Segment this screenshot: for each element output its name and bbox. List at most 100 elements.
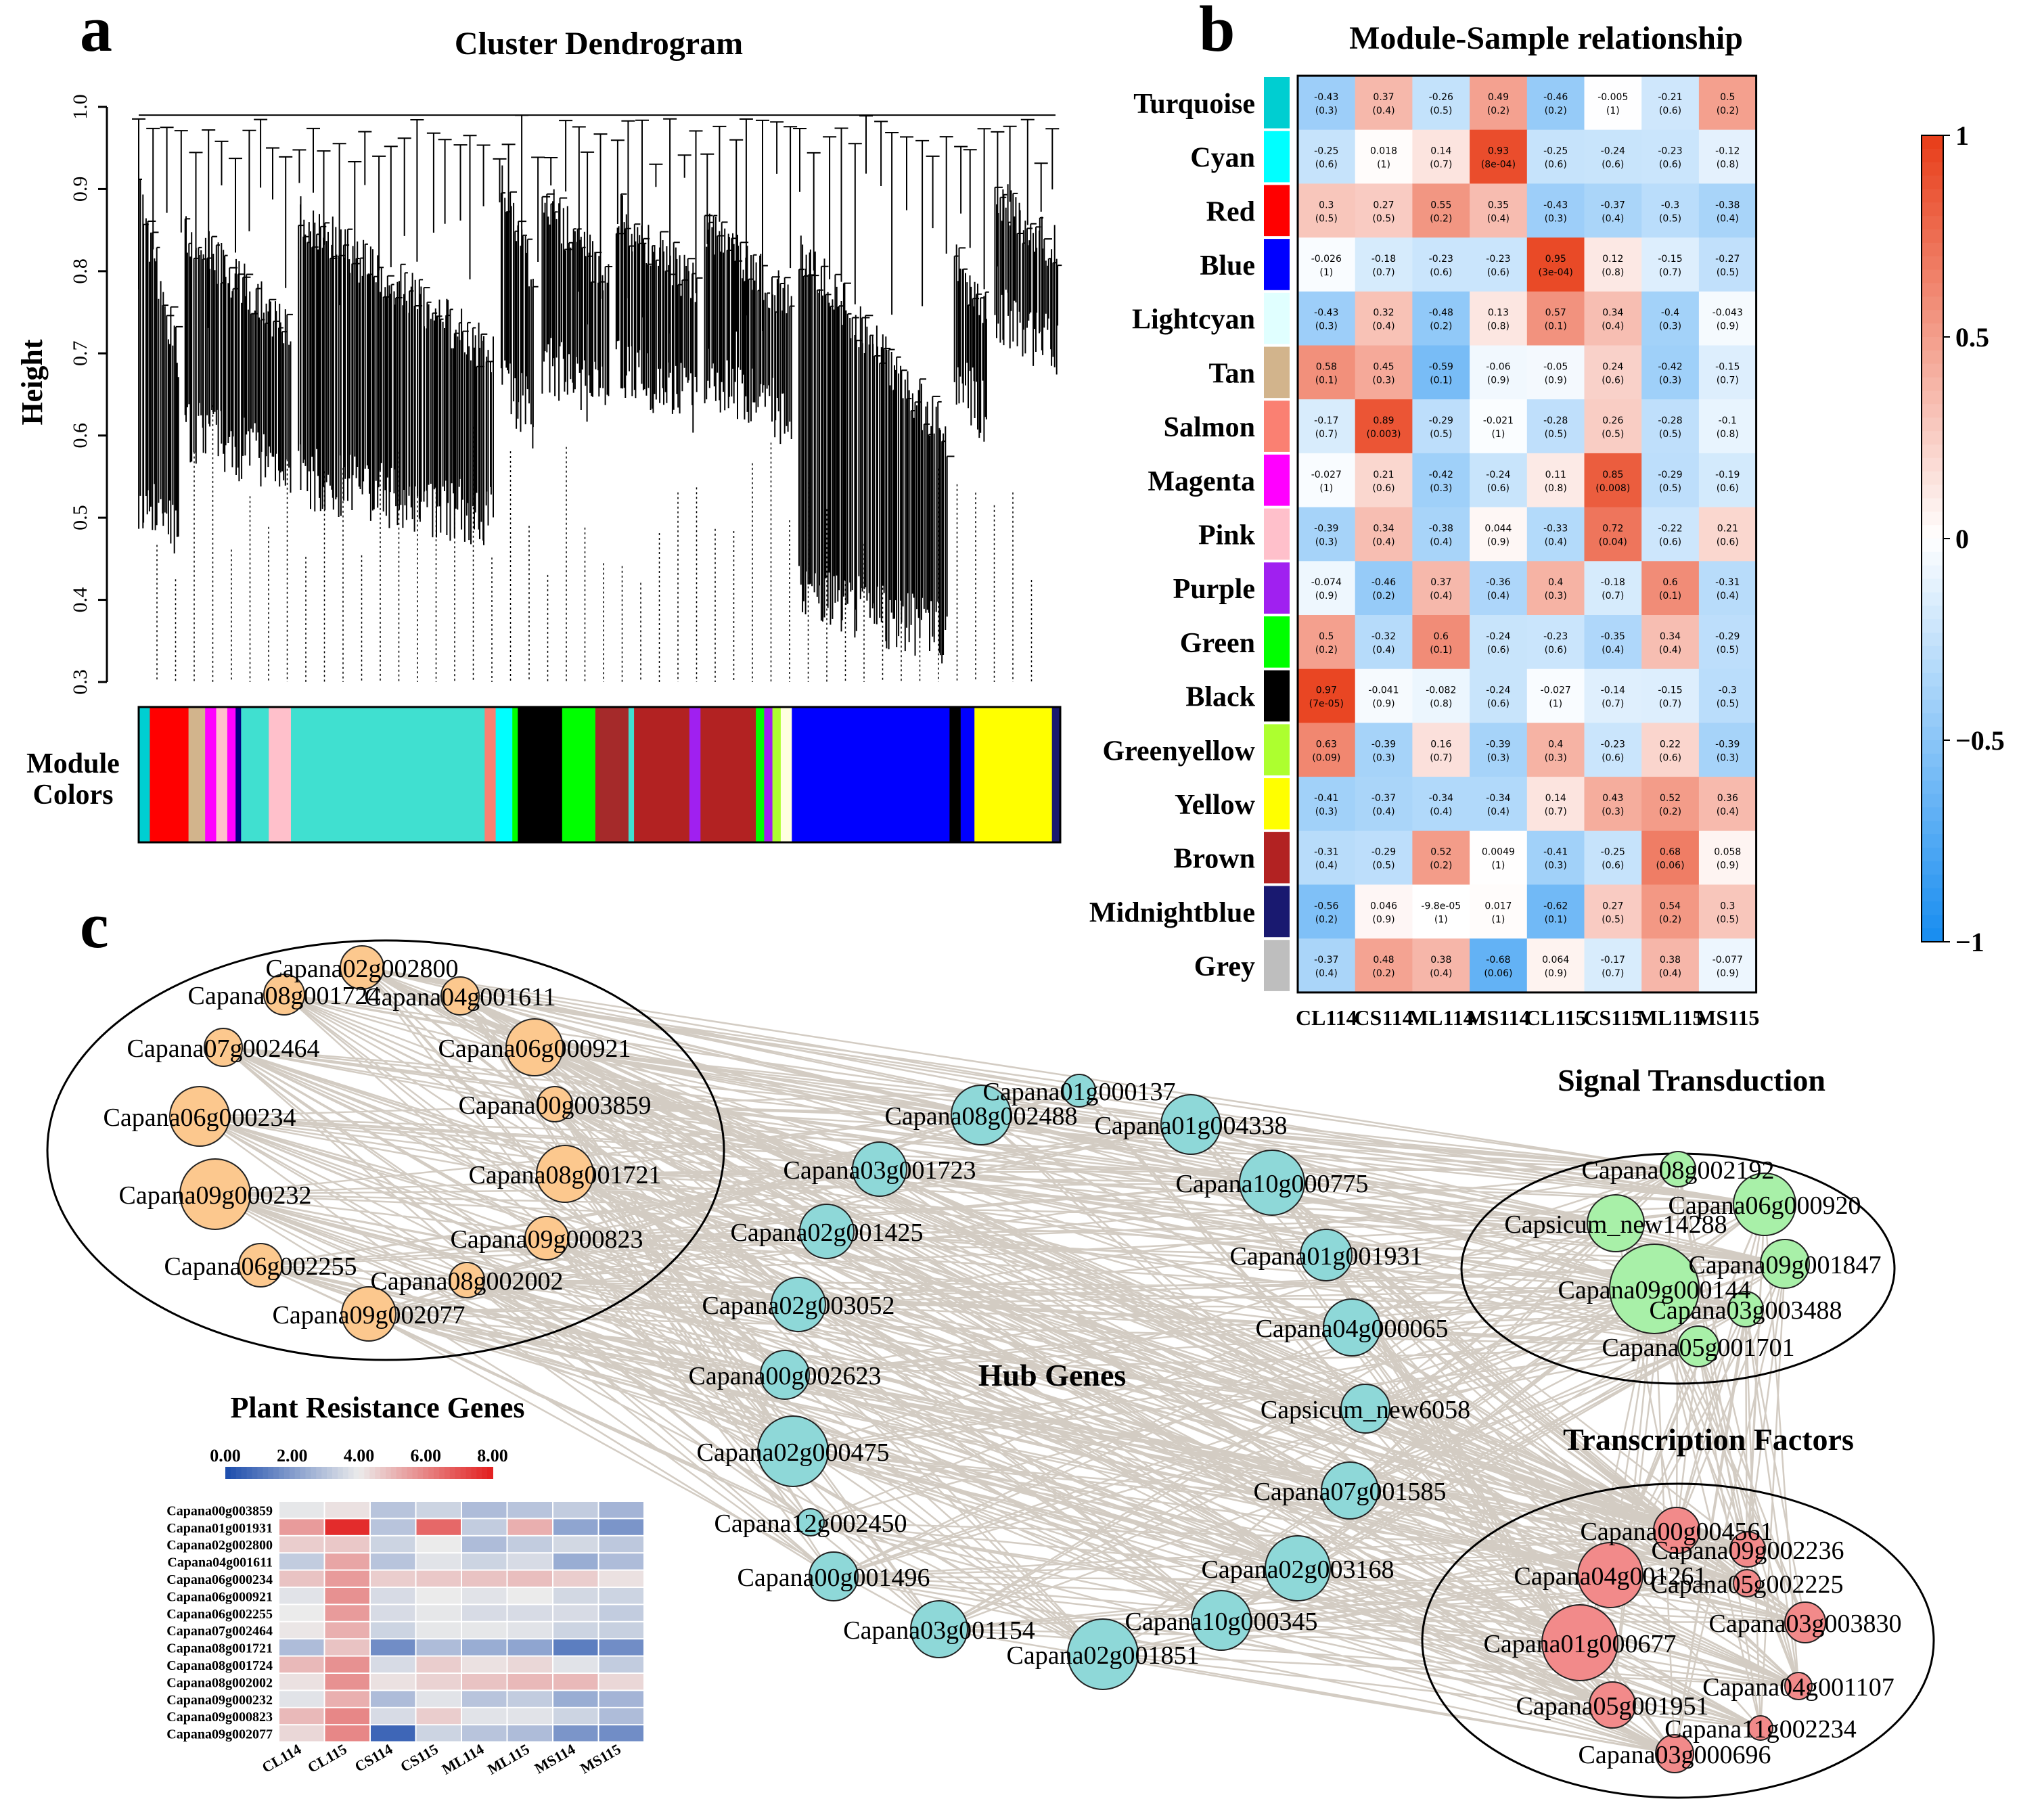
correlation-cell: [1584, 399, 1642, 454]
resistance-cell: [371, 1553, 415, 1570]
correlation-value: -0.43: [1314, 92, 1338, 103]
colorbar-step: [1922, 578, 1943, 593]
correlation-pvalue: (0.6): [1602, 160, 1624, 170]
resistance-row-label: Capana08g001721: [166, 1641, 273, 1656]
correlation-value: -0.027: [1541, 685, 1571, 696]
correlation-pvalue: (0.4): [1602, 645, 1624, 656]
tf-gene-label: Capana05g002225: [1651, 1570, 1844, 1599]
correlation-pvalue: (1): [1319, 267, 1333, 278]
resistance-cell: [599, 1639, 643, 1656]
correlation-pvalue: (1): [1377, 160, 1390, 170]
resistance-cell: [325, 1656, 369, 1673]
resistance-gene-label: Capana06g002255: [164, 1252, 357, 1281]
correlation-cell: [1641, 183, 1700, 238]
correlation-cell: [1526, 76, 1585, 131]
resistance-scale-step: [434, 1467, 440, 1479]
colorbar-step: [1922, 821, 1943, 836]
correlation-value: -0.074: [1311, 577, 1342, 588]
correlation-value: -0.25: [1314, 146, 1338, 157]
correlation-value: -0.23: [1543, 631, 1568, 642]
resistance-cell: [371, 1605, 415, 1621]
dendrogram-title: Cluster Dendrogram: [455, 26, 743, 62]
resistance-gene-node: [537, 1086, 573, 1122]
correlation-value: 0.49: [1488, 92, 1509, 103]
colorbar-step: [1922, 363, 1943, 378]
correlation-pvalue: (0.5): [1430, 429, 1452, 440]
hub-gene-label: Capana07g001585: [1254, 1478, 1447, 1506]
correlation-cell: [1698, 453, 1757, 508]
module-color-segment: [764, 707, 773, 842]
module-row-label: Tan: [1208, 358, 1255, 389]
resistance-cell: [279, 1553, 324, 1570]
sample-column-label: MS114: [1466, 1005, 1530, 1030]
resistance-scale-step: [342, 1467, 349, 1479]
correlation-cell: [1641, 938, 1700, 993]
resistance-scale-step: [279, 1467, 285, 1479]
correlation-value: -0.28: [1658, 415, 1682, 426]
correlation-value: -0.23: [1601, 739, 1625, 750]
resistance-cell: [507, 1605, 552, 1621]
correlation-pvalue: (0.6): [1602, 861, 1624, 871]
correlation-pvalue: (0.7): [1717, 375, 1739, 386]
module-color-segment: [139, 707, 150, 842]
correlation-pvalue: (0.4): [1372, 106, 1394, 116]
resistance-row-label: Capana08g002002: [166, 1675, 273, 1690]
correlation-pvalue: (0.6): [1487, 483, 1510, 494]
correlation-cell: [1584, 777, 1642, 832]
module-color-segment: [484, 707, 497, 842]
correlation-pvalue: (0.6): [1545, 645, 1567, 656]
resistance-cell: [279, 1725, 324, 1742]
correlation-pvalue: (0.5): [1717, 645, 1739, 656]
resistance-scale-step: [423, 1467, 430, 1479]
resistance-scale-step: [460, 1467, 467, 1479]
colorbar-step: [1922, 847, 1943, 862]
correlation-value: -0.31: [1715, 577, 1740, 588]
correlation-cell: [1470, 830, 1528, 886]
resistance-cell: [279, 1656, 324, 1673]
resistance-scale-step: [380, 1467, 386, 1479]
resistance-column-label: CL114: [259, 1740, 304, 1776]
correlation-pvalue: (0.7): [1430, 160, 1452, 170]
resistance-row-label: Capana06g000234: [166, 1572, 273, 1587]
correlation-pvalue: (0.6): [1372, 483, 1394, 494]
resistance-cell: [371, 1656, 415, 1673]
module-color-segment: [150, 707, 189, 842]
resistance-scale-step: [252, 1467, 258, 1479]
resistance-cell: [507, 1536, 552, 1553]
correlation-cell: [1698, 291, 1757, 346]
correlation-pvalue: (0.4): [1717, 213, 1739, 224]
correlation-pvalue: (0.7): [1372, 267, 1394, 278]
module-color-segment: [291, 707, 485, 842]
resistance-cell: [279, 1622, 324, 1639]
tf-gene-node: [1589, 1681, 1636, 1729]
correlation-cell: [1526, 615, 1585, 670]
correlation-pvalue: (0.6): [1545, 160, 1567, 170]
correlation-pvalue: (0.6): [1487, 645, 1510, 656]
module-color-segment: [188, 707, 206, 842]
correlation-pvalue: (0.1): [1545, 321, 1567, 332]
correlation-cell: [1355, 615, 1413, 670]
correlation-pvalue: (0.9): [1545, 968, 1567, 979]
hub-gene-label: Capana10g000345: [1125, 1608, 1318, 1636]
network-edge-set: [199, 966, 1807, 1755]
correlation-pvalue: (0.5): [1430, 106, 1452, 116]
signal-gene-node: [1609, 1244, 1700, 1334]
correlation-value: -0.06: [1486, 361, 1510, 372]
correlation-value: 0.3: [1720, 901, 1735, 911]
module-color-segment: [562, 707, 596, 842]
correlation-pvalue: (0.2): [1315, 645, 1338, 656]
correlation-cell: [1412, 345, 1470, 400]
colorbar-step: [1922, 404, 1943, 419]
correlation-cell: [1355, 183, 1413, 238]
correlation-cell: [1641, 777, 1700, 832]
module-color-swatch: [1264, 346, 1290, 399]
correlation-cell: [1298, 884, 1356, 939]
correlation-pvalue: (0.2): [1430, 861, 1452, 871]
colorbar-step: [1922, 256, 1943, 271]
module-color-segment: [689, 707, 701, 842]
module-color-segment: [1051, 707, 1061, 842]
resistance-cell: [462, 1674, 507, 1690]
tf-gene-label: Capana01g000677: [1484, 1630, 1677, 1658]
tf-gene-label: Capana05g001951: [1516, 1692, 1709, 1721]
resistance-cell: [371, 1691, 415, 1707]
